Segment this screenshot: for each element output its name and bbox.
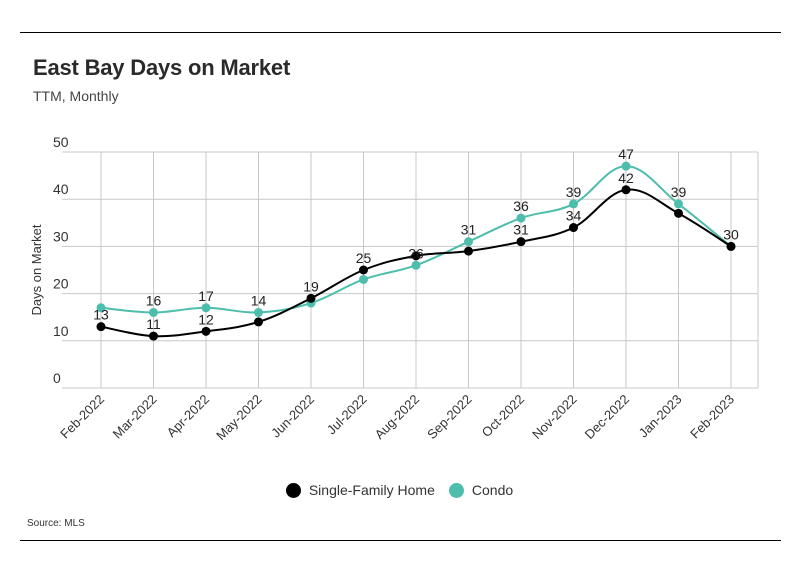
bottom-rule: [20, 540, 781, 541]
data-point-sfh: [96, 322, 106, 332]
data-point-sfh: [149, 331, 158, 341]
data-label-sfh: 13: [93, 307, 109, 323]
y-tick-label: 40: [53, 181, 69, 197]
data-point-sfh: [359, 265, 368, 275]
data-label-condo: 39: [566, 184, 582, 200]
x-tick-label: Feb-2022: [57, 392, 107, 442]
data-point-condo: [411, 260, 421, 270]
legend-label-sfh: Single-Family Home: [308, 482, 435, 498]
data-label-condo: 31: [461, 222, 477, 238]
y-tick-label: 0: [53, 370, 61, 386]
data-point-condo: [516, 213, 526, 223]
y-tick-label: 50: [53, 134, 69, 150]
x-tick-label: Dec-2022: [582, 392, 632, 442]
y-tick-label: 20: [53, 276, 69, 292]
data-point-condo: [96, 303, 106, 313]
x-tick-label: Jul-2022: [324, 392, 370, 438]
data-point-condo: [359, 274, 368, 284]
data-point-sfh: [306, 293, 316, 303]
data-label-sfh: 34: [566, 208, 582, 224]
data-point-sfh: [464, 246, 473, 256]
x-tick-label: Sep-2022: [424, 392, 474, 442]
data-point-condo: [201, 303, 211, 313]
x-tick-label: Oct-2022: [479, 392, 527, 440]
data-label-condo: 26: [408, 245, 424, 261]
x-tick-label: Mar-2022: [110, 392, 160, 442]
legend-label-condo: Condo: [471, 482, 514, 498]
x-tick-label: Aug-2022: [372, 392, 422, 442]
data-label-condo: 14: [251, 292, 267, 308]
data-point-condo: [674, 199, 683, 209]
data-label-sfh: 12: [198, 311, 214, 327]
data-point-sfh: [411, 251, 421, 261]
chart-legend: Single-Family Home Condo: [0, 482, 799, 498]
data-label-sfh: 42: [618, 170, 634, 186]
data-point-sfh: [674, 208, 683, 218]
data-label-sfh: 25: [356, 250, 372, 266]
data-label-condo: 17: [198, 288, 214, 304]
data-point-condo: [569, 199, 578, 209]
top-rule: [20, 32, 781, 33]
data-point-condo: [254, 307, 263, 317]
x-tick-label: Jun-2022: [268, 392, 317, 441]
data-label-sfh: 19: [303, 278, 319, 294]
legend-item-sfh: Single-Family Home: [285, 482, 435, 498]
data-label-condo: 16: [146, 292, 162, 308]
data-point-condo: [621, 161, 631, 171]
data-point-sfh: [516, 237, 526, 247]
data-point-sfh: [726, 241, 736, 251]
data-label-condo: 39: [671, 184, 687, 200]
y-tick-label: 30: [53, 228, 69, 244]
legend-item-condo: Condo: [448, 482, 514, 498]
data-label-condo: 47: [618, 146, 634, 162]
data-point-sfh: [201, 326, 211, 336]
legend-swatch-condo: [448, 482, 464, 498]
data-point-condo: [464, 237, 473, 247]
x-tick-label: May-2022: [213, 392, 264, 443]
x-tick-label: Nov-2022: [529, 392, 579, 442]
data-point-sfh: [569, 223, 578, 233]
data-point-sfh: [621, 185, 631, 195]
data-label-sfh: 31: [513, 222, 529, 238]
y-axis-label: Days on Market: [29, 224, 44, 315]
legend-swatch-sfh: [285, 482, 301, 498]
data-label-condo: 30: [723, 226, 739, 242]
chart-title: East Bay Days on Market: [33, 55, 291, 80]
data-point-condo: [149, 307, 158, 317]
y-tick-label: 10: [53, 323, 69, 339]
data-label-sfh: 11: [146, 316, 161, 332]
x-tick-label: Feb-2023: [687, 392, 737, 442]
x-tick-label: Jan-2023: [636, 392, 685, 441]
data-label-condo: 36: [513, 198, 529, 214]
source-note: Source: MLS: [27, 518, 85, 529]
data-point-sfh: [254, 317, 263, 327]
chart-subtitle: TTM, Monthly: [33, 88, 119, 104]
x-tick-label: Apr-2022: [164, 392, 212, 440]
